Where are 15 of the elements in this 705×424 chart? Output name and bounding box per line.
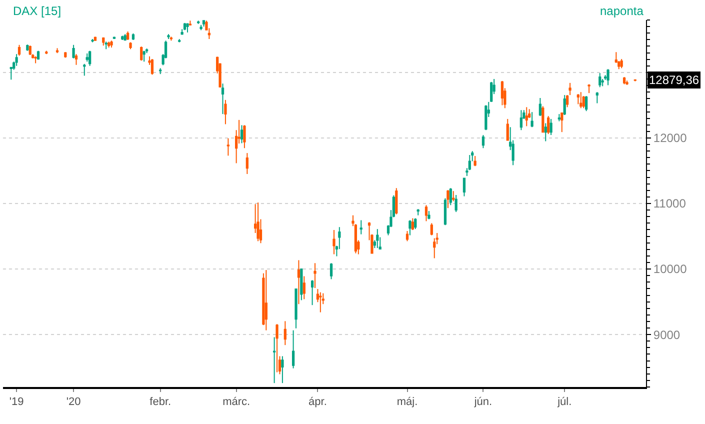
x-tick-label: '19: [9, 396, 24, 408]
y-tick-label: 12000: [653, 131, 688, 146]
x-tick-label: júl.: [556, 396, 572, 408]
x-tick-label: '20: [66, 396, 81, 408]
x-tick-label: ápr.: [308, 396, 327, 408]
y-tick-label: 11000: [653, 196, 686, 211]
x-tick-label: márc.: [222, 396, 250, 408]
y-tick-label: 10000: [653, 262, 688, 276]
x-tick-label: máj.: [396, 396, 418, 408]
chart-title: DAX [15]: [13, 4, 62, 18]
text: 12879,36: [649, 73, 700, 87]
x-tick-label: jún.: [473, 396, 492, 408]
chart-subtitle: naponta: [600, 4, 644, 18]
x-tick-label: febr.: [150, 396, 172, 408]
y-tick-label: 9000: [653, 328, 680, 342]
